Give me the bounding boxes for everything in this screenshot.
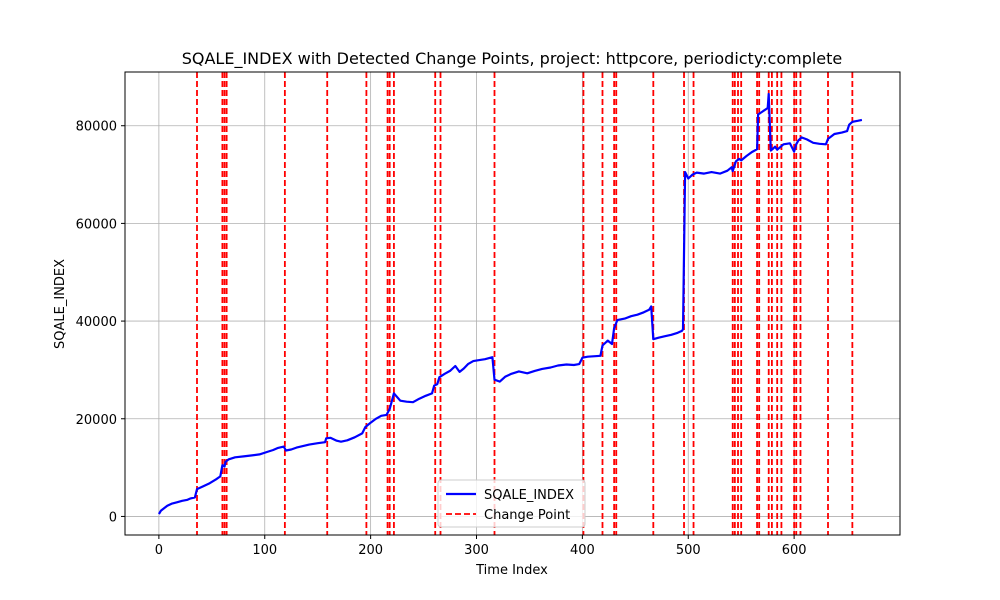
legend-label-sqale-index: SQALE_INDEX — [484, 488, 574, 503]
x-tick-label: 500 — [676, 543, 701, 558]
plot-frame — [124, 71, 901, 536]
x-tick-label: 200 — [358, 543, 383, 558]
x-tick-label: 300 — [464, 543, 489, 558]
x-tick-label: 400 — [570, 543, 595, 558]
series-line-sqale-index — [157, 92, 863, 515]
x-tick-label: 100 — [252, 543, 277, 558]
series-layer — [157, 92, 863, 515]
legend-label-change-point: Change Point — [484, 508, 570, 523]
y-tick-label: 60000 — [76, 217, 117, 232]
y-tick-label: 80000 — [76, 120, 117, 135]
x-tick-label: 600 — [782, 543, 807, 558]
y-tick-label: 40000 — [76, 315, 117, 330]
chart-title: SQALE_INDEX with Detected Change Points,… — [182, 49, 843, 69]
y-tick-label: 20000 — [76, 413, 117, 428]
x-tick-label: 0 — [155, 543, 163, 558]
legend-box — [437, 479, 586, 528]
y-tick-label: 0 — [109, 510, 117, 525]
tick-layer: 0 100 200 300 400 500 600 0 20000 40000 60000 80000 — [76, 120, 807, 558]
y-axis-label: SQALE_INDEX — [53, 259, 68, 349]
x-axis-label: Time Index — [475, 563, 548, 578]
legend: SQALE_INDEX Change Point — [437, 479, 586, 528]
grid-layer — [125, 72, 900, 535]
